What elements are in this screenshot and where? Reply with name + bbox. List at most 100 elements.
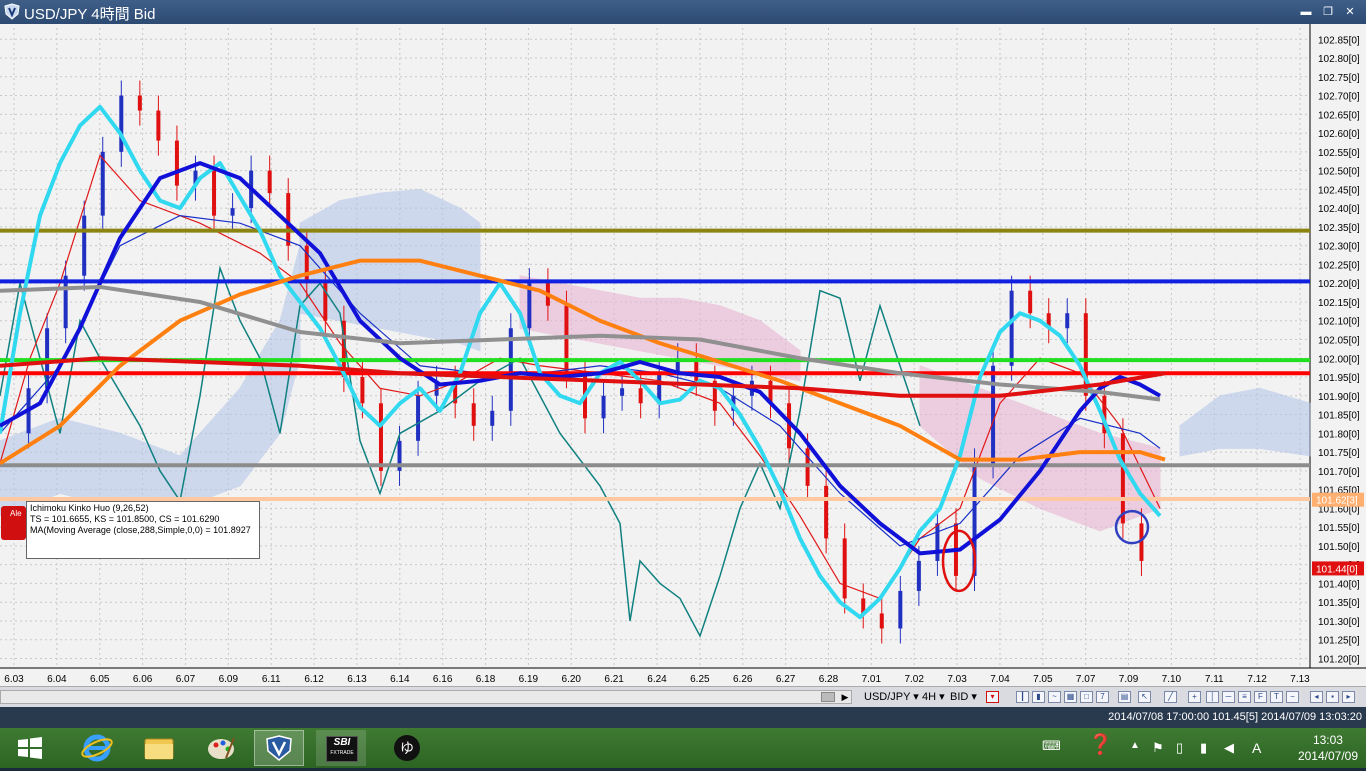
fx-platform-button[interactable] — [254, 730, 304, 766]
y-tick-label: 102.70[0] — [1318, 92, 1360, 103]
x-tick-label: 7.09 — [1119, 674, 1139, 685]
candle-body — [119, 95, 124, 152]
candle-body — [1120, 433, 1125, 524]
y-tick-label: 102.00[0] — [1318, 354, 1360, 365]
annotation-ellipse — [941, 529, 977, 593]
fxtrade-label: FXTRADE — [330, 750, 354, 756]
series-line — [0, 258, 1166, 466]
alert-badge[interactable]: Ale — [1, 506, 26, 540]
windows-start-button[interactable] — [4, 730, 54, 766]
candle-body — [286, 193, 291, 246]
x-tick-label: 7.10 — [1162, 674, 1182, 685]
x-tick-label: 6.28 — [819, 674, 839, 685]
sbi-label: SBI — [333, 737, 351, 748]
network-icon[interactable]: ▮ — [1200, 740, 1208, 755]
paint-button[interactable] — [196, 730, 246, 766]
x-tick-label: 6.25 — [690, 674, 710, 685]
x-tick-label: 6.16 — [433, 674, 453, 685]
scroll-right-arrow-icon[interactable]: ▶ — [841, 692, 849, 702]
search-app-button[interactable]: ゆ — [382, 730, 432, 766]
battery-icon[interactable]: ▯ — [1176, 740, 1184, 755]
x-tick-label: 6.14 — [390, 674, 410, 685]
volume-icon[interactable]: ◀ — [1224, 740, 1234, 755]
y-tick-label: 102.55[0] — [1318, 148, 1360, 159]
tray-expand-icon[interactable]: ▲ — [1130, 740, 1140, 751]
grid-icon[interactable]: ▦ — [1064, 691, 1077, 703]
x-tick-label: 6.19 — [519, 674, 539, 685]
calendar-icon[interactable]: 7 — [1096, 691, 1109, 703]
price-label-box — [1312, 492, 1364, 507]
cursor-icon[interactable]: ↖ — [1138, 691, 1151, 703]
scroll-left-icon[interactable]: ◂ — [1310, 691, 1323, 703]
x-tick-label: 6.13 — [347, 674, 367, 685]
line-chart-icon[interactable]: ~ — [1048, 691, 1061, 703]
candle-body — [898, 590, 903, 629]
order-icon[interactable]: ▾ — [986, 691, 999, 703]
candle-body — [397, 440, 402, 471]
y-tick-label: 101.25[0] — [1318, 636, 1360, 647]
candle-chart-icon[interactable]: ▮ — [1032, 691, 1045, 703]
price-label-text: 101.62[3] — [1316, 496, 1358, 507]
candle-body — [638, 388, 643, 404]
x-tick-label: 7.03 — [947, 674, 967, 685]
paint-palette-icon — [208, 737, 235, 759]
text-tool-icon[interactable]: T — [1270, 691, 1283, 703]
x-tick-label: 7.12 — [1247, 674, 1267, 685]
fibonacci-icon[interactable]: F — [1254, 691, 1267, 703]
candle-body — [471, 403, 476, 426]
file-explorer-button[interactable] — [134, 730, 184, 766]
info-line-values: TS = 101.6655, KS = 101.8500, CS = 101.6… — [30, 514, 220, 524]
candle-body — [193, 170, 198, 186]
candle-body — [1046, 313, 1051, 329]
horizontal-line-icon[interactable]: ─ — [1222, 691, 1235, 703]
indicator-icon[interactable]: ▤ — [1118, 691, 1131, 703]
internet-explorer-button[interactable] — [72, 730, 122, 766]
x-tick-label: 7.11 — [1205, 674, 1224, 685]
scroll-home-icon[interactable]: ▪ — [1326, 691, 1339, 703]
x-tick-label: 6.05 — [90, 674, 110, 685]
candle-body — [267, 170, 272, 194]
clock-time: 13:03 — [1312, 733, 1343, 747]
candle-body — [620, 388, 625, 396]
chart-area[interactable]: 102.85[0] 102.80[0] 102.75[0] 102.70[0] 102.… — [0, 24, 1366, 706]
ime-indicator[interactable]: A — [1252, 740, 1262, 756]
horizontal-scrollbar[interactable]: ▶ — [0, 690, 852, 704]
series-line — [0, 284, 1161, 402]
flag-icon[interactable]: ⚑ — [1152, 740, 1164, 755]
y-tick-label: 101.80[0] — [1318, 429, 1360, 440]
scrollbar-thumb[interactable] — [821, 692, 835, 702]
symbol-select[interactable]: USD/JPY ▾ — [864, 691, 919, 703]
zoom-in-icon[interactable]: + — [1188, 691, 1201, 703]
trendline-icon[interactable]: ╱ — [1164, 691, 1177, 703]
candle-body — [1139, 523, 1144, 561]
x-tick-label: 7.07 — [1076, 674, 1096, 685]
yu-app-icon: ゆ — [394, 735, 420, 761]
timeframe-select[interactable]: 4H ▾ — [922, 691, 945, 703]
y-tick-label: 102.45[0] — [1318, 185, 1360, 196]
y-tick-label: 102.80[0] — [1318, 54, 1360, 65]
vertical-line-icon[interactable]: │ — [1206, 691, 1219, 703]
candle-body — [972, 463, 977, 576]
taskbar-clock[interactable]: 13:03 2014/07/09 — [1298, 732, 1358, 764]
close-button[interactable]: ✕ — [1345, 6, 1355, 18]
bar-chart-icon[interactable]: ┃ — [1016, 691, 1029, 703]
channel-icon[interactable]: ≡ — [1238, 691, 1251, 703]
x-tick-label: 6.07 — [176, 674, 196, 685]
keyboard-icon[interactable]: ⌨ — [1042, 738, 1061, 753]
candle-body — [156, 110, 161, 141]
app-shield-icon — [4, 3, 20, 20]
box-icon[interactable]: □ — [1080, 691, 1093, 703]
price-chart[interactable]: 102.85[0] 102.80[0] 102.75[0] 102.70[0] 102.… — [0, 24, 1366, 706]
side-select[interactable]: BID ▾ — [950, 691, 977, 703]
candle-body — [323, 283, 328, 321]
help-icon[interactable]: ❓ — [1088, 734, 1113, 756]
scroll-end-icon[interactable]: ▸ — [1342, 691, 1355, 703]
zoom-out-icon[interactable]: − — [1286, 691, 1299, 703]
sbi-fxtrade-button[interactable]: SBI FXTRADE — [316, 730, 366, 766]
restore-button[interactable]: ❐ — [1323, 6, 1333, 18]
y-tick-label: 101.40[0] — [1318, 579, 1360, 590]
minimize-button[interactable]: ▬ — [1300, 6, 1312, 18]
y-tick-label: 102.65[0] — [1318, 110, 1360, 121]
clock-date: 2014/07/09 — [1297, 749, 1358, 763]
internet-explorer-icon — [81, 734, 113, 762]
